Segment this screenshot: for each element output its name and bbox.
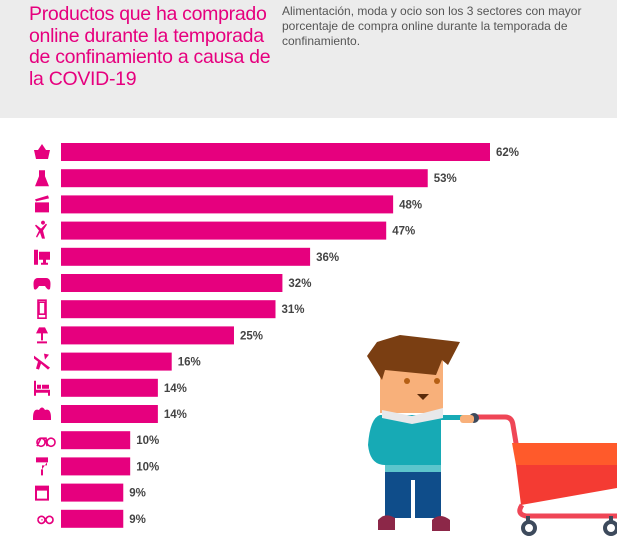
bar [61, 431, 131, 450]
bar-value-label: 36% [316, 252, 339, 264]
bar [61, 352, 172, 371]
bar-value-label: 10% [136, 435, 159, 447]
computer-icon [34, 249, 50, 265]
bar [61, 378, 158, 397]
basket-icon [34, 144, 50, 159]
bar-value-label: 32% [288, 278, 311, 290]
bar [61, 509, 124, 528]
bar [61, 221, 387, 240]
bar [61, 300, 276, 319]
bar-value-label: 53% [434, 173, 457, 185]
bar [61, 143, 490, 161]
shopper-illustration [367, 335, 617, 536]
gamepad-icon [33, 278, 51, 290]
bar [61, 483, 124, 502]
shopping-cart-icon [469, 413, 617, 536]
bar-value-label: 47% [392, 226, 415, 238]
sofa-icon [33, 407, 51, 420]
bar [61, 274, 283, 292]
bar-value-label: 48% [399, 199, 422, 211]
bar-value-label: 9% [129, 488, 146, 500]
header-panel: Productos que ha comprado online durante… [0, 0, 617, 118]
bar-value-label: 62% [496, 147, 519, 159]
bar [61, 457, 131, 476]
chart-title: Productos que ha comprado online durante… [29, 3, 271, 90]
dress-icon [35, 170, 49, 187]
bar [61, 169, 428, 188]
paint-roller-icon [36, 457, 48, 476]
bar [61, 247, 311, 266]
bar-value-label: 14% [164, 409, 187, 421]
bar-value-label: 10% [136, 461, 159, 473]
bar-chart: 62% 53% 48% 47% 36% 32% 31% 25% 16% 14% 14% 10% 10% 9… [33, 143, 519, 528]
bed-icon [34, 380, 50, 396]
bicycle-icon [36, 437, 56, 448]
airplane-icon [34, 353, 50, 370]
bar-value-label: 25% [240, 330, 263, 342]
clapperboard-icon [35, 195, 49, 213]
chart-subtitle: Alimentación, moda y ocio son los 3 sect… [282, 4, 582, 48]
bar [61, 326, 234, 345]
person-figure [367, 335, 474, 531]
dancer-icon [35, 220, 47, 239]
bar-value-label: 14% [164, 383, 187, 395]
lamp-icon [36, 327, 48, 344]
bar-value-label: 9% [129, 514, 146, 526]
oven-icon [35, 485, 49, 501]
bar-value-label: 31% [282, 304, 305, 316]
glasses-icon [37, 515, 54, 525]
smartphone-icon [37, 299, 47, 319]
bar [61, 405, 158, 423]
bar [61, 195, 394, 214]
bar-value-label: 16% [178, 357, 201, 369]
